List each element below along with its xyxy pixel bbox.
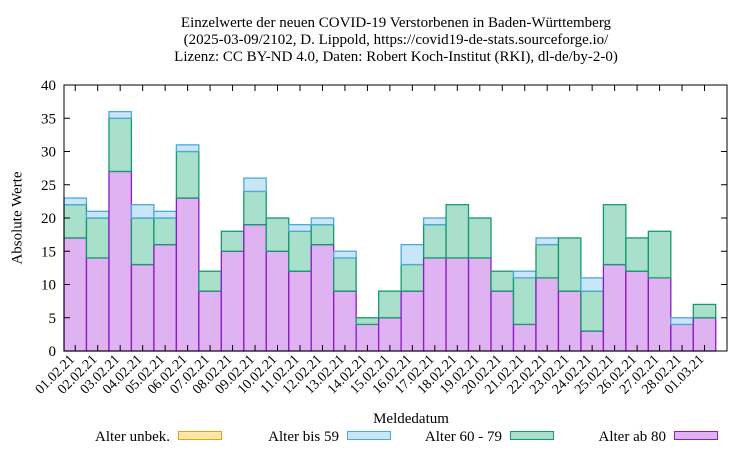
bar-alter-60-79-12.02.21 [310,223,335,246]
bar-alter-60-79-13.02.21 [333,257,357,292]
bar-alter-60-79-23.02.21 [557,237,582,292]
bar-alter-60-79-01.03.21 [692,303,717,319]
x-axis-label: Meldedatum [373,411,449,427]
bar-alter-60-79-27.02.21 [647,230,672,279]
bar-alter-bis-59-04.02.21 [130,204,155,219]
legend-swatch [347,431,391,440]
y-tick-label: 5 [49,311,57,327]
bar-alter-60-79-02.02.21 [85,217,110,259]
y-tick-label: 15 [41,244,56,260]
bar-alter-ab-80-26.02.21 [625,270,649,352]
y-tick-label: 25 [41,178,56,194]
bar-alter-60-79-22.02.21 [535,243,560,279]
y-tick-label: 0 [49,344,57,360]
bar-alter-ab-80-18.02.21 [445,257,470,352]
bar-alter-bis-59-02.02.21 [85,210,110,219]
bar-alter-60-79-11.02.21 [288,230,312,272]
bar-alter-60-79-17.02.21 [422,223,447,259]
bar-alter-60-79-18.02.21 [445,204,470,259]
bar-alter-ab-80-09.02.21 [243,223,267,352]
legend-item-alter-unbek: Alter unbek. [0,429,222,445]
bar-alter-60-79-03.02.21 [108,117,133,173]
bar-alter-ab-80-27.02.21 [647,277,672,352]
bar-alter-ab-80-04.02.21 [130,263,155,352]
legend-label: Alter bis 59 [268,429,339,445]
y-tick-label: 40 [41,78,56,94]
chart-title-line-2: (2025-03-09/2102, D. Lippold, https://co… [183,32,609,48]
bar-alter-bis-59-11.02.21 [288,223,312,232]
bar-alter-ab-80-12.02.21 [310,243,335,352]
bar-alter-60-79-21.02.21 [512,277,537,326]
y-axis-label: Absolute Werte [9,171,26,265]
bar-alter-bis-59-24.02.21 [580,277,605,292]
chart-title-line-3: Lizenz: CC BY-ND 4.0, Daten: Robert Koch… [174,49,618,65]
bar-alter-ab-80-19.02.21 [467,257,492,352]
bar-alter-ab-80-22.02.21 [535,277,560,352]
bar-alter-60-79-24.02.21 [580,290,605,332]
bar-alter-60-79-26.02.21 [625,237,649,272]
bar-alter-ab-80-25.02.21 [602,263,627,352]
bar-alter-bis-59-05.02.21 [153,210,177,219]
bar-alter-60-79-01.02.21 [63,204,88,239]
bar-alter-ab-80-05.02.21 [153,243,177,352]
legend-label: Alter unbek. [95,429,170,445]
bar-alter-60-79-08.02.21 [220,230,245,252]
bar-alter-60-79-25.02.21 [602,204,627,266]
legend-label: Alter 60 - 79 [424,429,502,445]
bar-alter-bis-59-03.02.21 [108,110,133,119]
bar-alter-ab-80-10.02.21 [265,250,290,352]
bar-alter-60-79-05.02.21 [153,217,177,246]
bar-alter-bis-59-01.02.21 [63,197,88,206]
bar-alter-bis-59-16.02.21 [400,243,425,266]
bar-alter-bis-59-22.02.21 [535,237,560,246]
y-tick-label: 30 [41,145,56,161]
y-tick-label: 20 [41,211,56,227]
bar-alter-bis-59-21.02.21 [512,270,537,279]
bar-alter-ab-80-07.02.21 [198,290,222,352]
bar-alter-ab-80-16.02.21 [400,290,425,352]
chart-title-line-1: Einzelwerte der neuen COVID-19 Verstorbe… [180,15,612,31]
bar-alter-ab-80-13.02.21 [333,290,357,352]
y-tick-label: 35 [41,111,56,127]
legend-label: Alter ab 80 [598,429,666,445]
bar-alter-bis-59-12.02.21 [310,217,335,226]
legend-swatch [674,431,718,440]
legend-item-alter-bis-59: Alter bis 59 [0,429,391,445]
bar-alter-ab-80-17.02.21 [422,257,447,352]
bar-alter-ab-80-03.02.21 [108,170,133,352]
bar-alter-60-79-19.02.21 [467,217,492,259]
legend-swatch [510,431,554,440]
bar-alter-60-79-16.02.21 [400,263,425,292]
bar-alter-60-79-04.02.21 [130,217,155,266]
legend-item-alter-60-79: Alter 60 - 79 [0,429,554,445]
bar-alter-60-79-06.02.21 [175,150,200,199]
legend-item-alter-ab-80: Alter ab 80 [0,429,718,445]
bar-alter-bis-59-17.02.21 [422,217,447,226]
bar-alter-ab-80-11.02.21 [288,270,312,352]
bar-alter-60-79-10.02.21 [265,217,290,252]
bar-alter-ab-80-01.02.21 [63,237,88,352]
bar-alter-ab-80-08.02.21 [220,250,245,352]
bar-alter-bis-59-06.02.21 [175,144,200,153]
bar-alter-ab-80-20.02.21 [490,290,515,352]
bar-alter-ab-80-23.02.21 [557,290,582,352]
bar-alter-60-79-09.02.21 [243,190,267,226]
bar-alter-60-79-07.02.21 [198,270,222,292]
bar-alter-bis-59-13.02.21 [333,250,357,259]
bar-alter-60-79-14.02.21 [355,317,380,326]
y-tick-label: 10 [41,278,56,294]
bar-alter-ab-80-02.02.21 [85,257,110,352]
bar-alter-60-79-20.02.21 [490,270,515,292]
bar-alter-bis-59-09.02.21 [243,177,267,193]
bar-alter-ab-80-06.02.21 [175,197,200,352]
legend-swatch [178,431,222,440]
bar-alter-60-79-15.02.21 [378,290,402,319]
bar-alter-bis-59-28.02.21 [670,317,694,326]
